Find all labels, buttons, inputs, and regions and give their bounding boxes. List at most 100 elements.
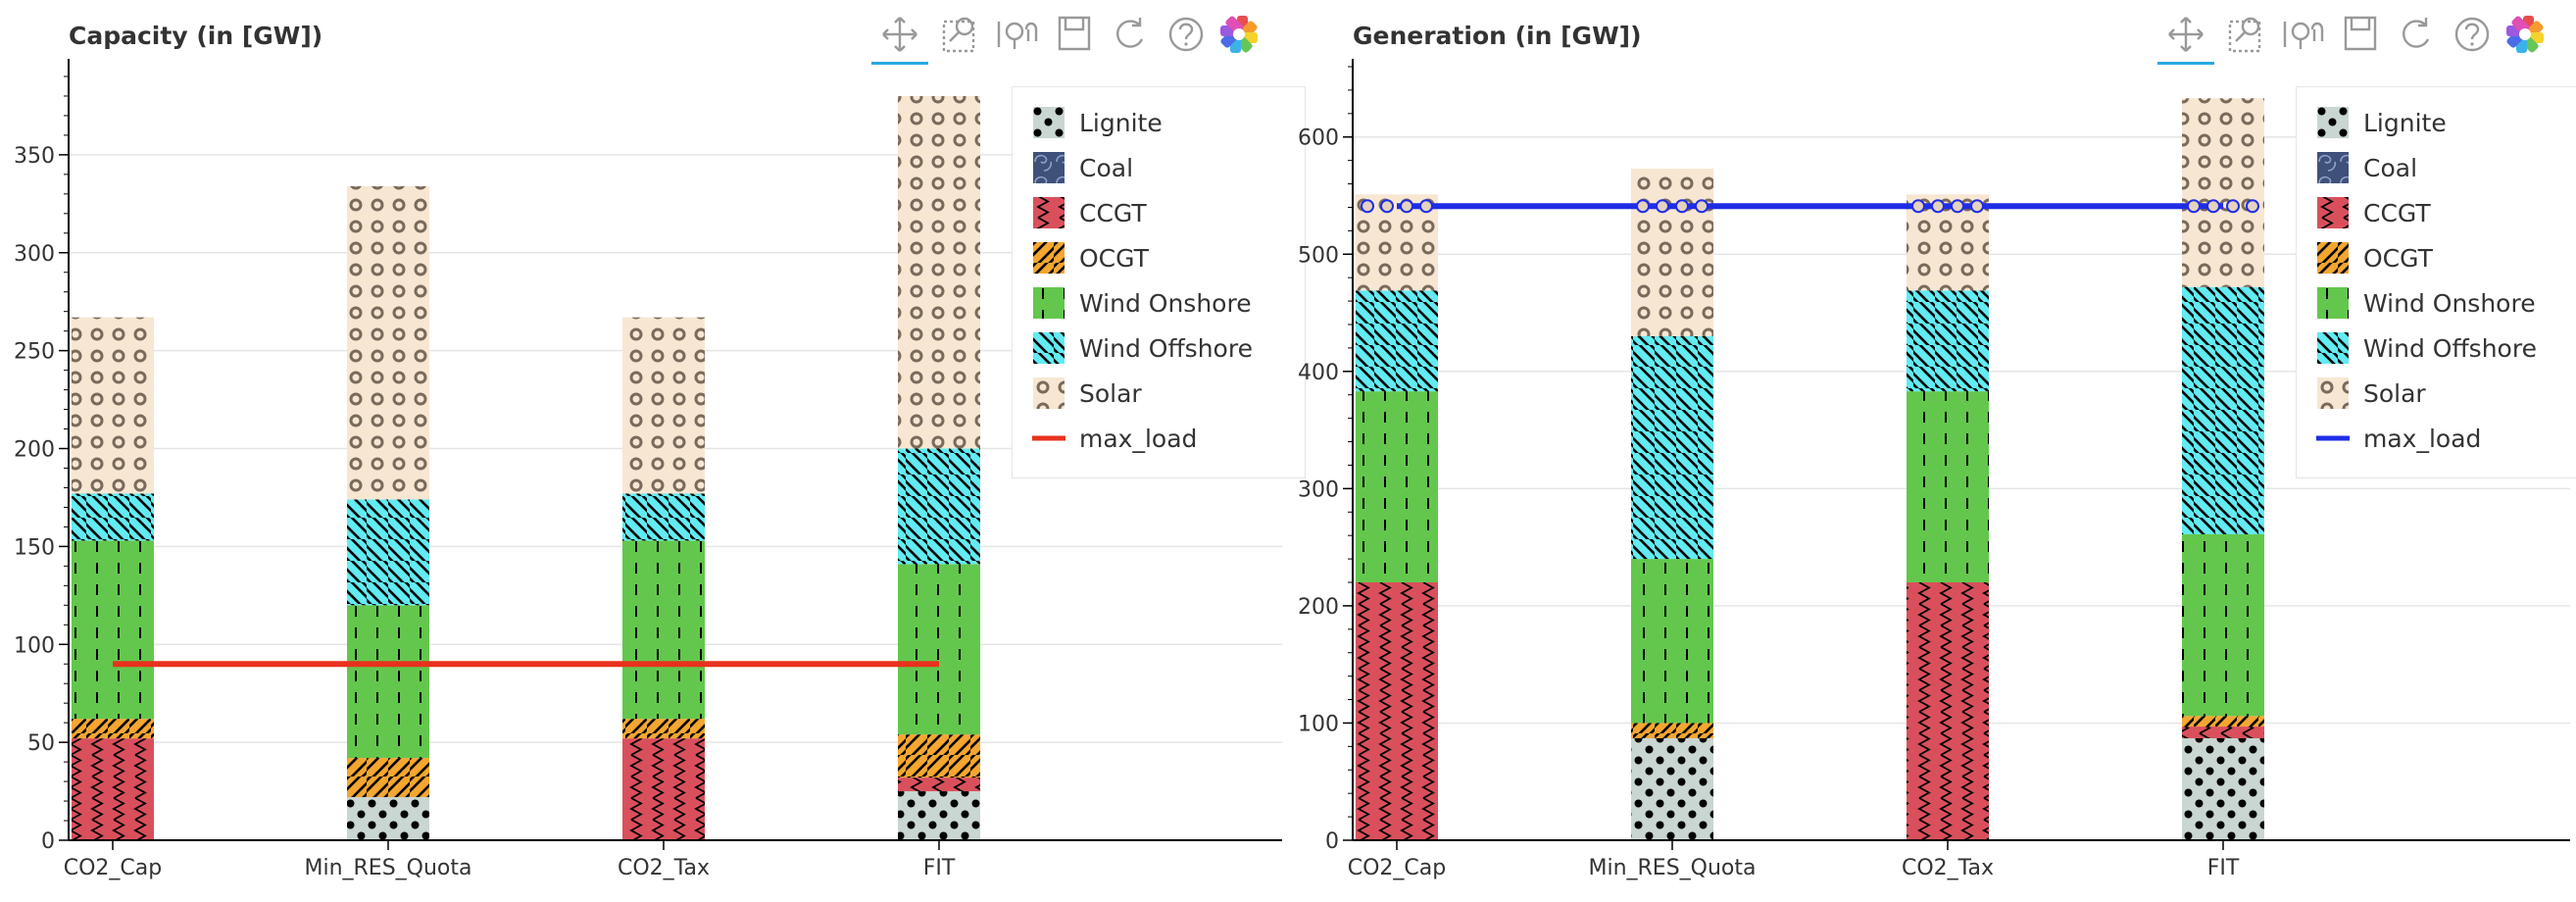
legend-label: CCGT: [2363, 198, 2431, 227]
line-marker: [1970, 199, 1984, 214]
box-zoom-tool-button[interactable]: [938, 12, 983, 57]
generation-panel: 0 100 200 300 400 500 600 CO2_Cap Min_RES_Quota C…: [1288, 0, 2576, 902]
bar-wind-onshore-min-res-quota: [1631, 559, 1713, 724]
pan-icon: [2168, 17, 2204, 52]
legend-swatch: [1033, 197, 1065, 228]
legend-item-ccgt[interactable]: CCGT: [2316, 193, 2431, 232]
legend-item-max-load[interactable]: max_load: [2316, 419, 2481, 458]
bokeh-logo-tool-button[interactable]: [2502, 12, 2548, 57]
chart-legend: Lignite Coal CCGT OCGT Wind Onshore Wind Offs…: [1012, 86, 1306, 478]
legend-swatch: [1032, 435, 1065, 441]
bokeh-logo-tool-button[interactable]: [1216, 12, 1262, 57]
legend-label: max_load: [1079, 424, 1198, 453]
bokeh-logo-icon: [1220, 16, 1258, 53]
pan-tool-button[interactable]: [871, 12, 928, 65]
chart-title: Generation (in [GW]): [1353, 22, 1642, 50]
box-zoom-icon: [2228, 17, 2261, 53]
wheel-zoom-tool-button[interactable]: [2281, 12, 2326, 57]
bar-wind-offshore-co2-cap: [72, 493, 154, 541]
y-tick-label: 50: [27, 731, 55, 756]
bar-ocgt-min-res-quota: [1631, 723, 1713, 738]
wheel-zoom-icon: [997, 22, 1038, 49]
save-icon: [1058, 16, 1091, 51]
bar-lignite-fit: [2182, 737, 2264, 840]
y-tick-label: 350: [14, 144, 55, 169]
legend-label: Solar: [2363, 378, 2426, 408]
legend-label: Coal: [1079, 153, 1134, 182]
reset-icon: [2403, 18, 2430, 48]
capacity-panel: 0 50 100 150 200 250 300 350 CO2_Cap Min_RES_Quot…: [14, 12, 1306, 880]
line-marker: [1951, 199, 1964, 214]
bar-ccgt-fit: [2182, 727, 2264, 738]
chart-toolbar: [871, 12, 1289, 65]
legend-swatch: [2317, 242, 2349, 274]
help-tool-button[interactable]: [2450, 12, 2495, 57]
reset-tool-button[interactable]: [1107, 12, 1152, 57]
help-tool-button[interactable]: [1164, 12, 1209, 57]
line-marker: [1636, 199, 1650, 214]
legend-item-max-load[interactable]: max_load: [1032, 419, 1197, 458]
legend-item-solar[interactable]: Solar: [1032, 374, 1142, 413]
legend-item-lignite[interactable]: Lignite: [2316, 103, 2447, 142]
legend-label: Lignite: [1079, 108, 1163, 137]
wheel-zoom-icon: [2283, 22, 2324, 49]
legend-swatch: [2317, 197, 2349, 228]
bar-ocgt-fit: [2182, 716, 2264, 727]
legend-swatch: [2317, 107, 2349, 138]
x-tick-label: Min_RES_Quota: [1588, 856, 1756, 880]
pan-tool-button[interactable]: [2157, 12, 2214, 65]
line-marker: [1931, 199, 1945, 214]
bar-wind-offshore-co2-tax: [1907, 290, 1989, 392]
chart-title: Capacity (in [GW]): [69, 22, 323, 50]
legend-swatch: [2317, 287, 2349, 319]
save-tool-button[interactable]: [2338, 12, 2383, 57]
line-marker: [1400, 199, 1413, 214]
y-tick-label: 400: [1298, 361, 1339, 385]
bar-lignite-fit: [898, 791, 980, 840]
bar-lignite-min-res-quota: [347, 797, 429, 840]
x-tick-label: FIT: [2207, 856, 2240, 880]
legend-swatch: [1033, 377, 1065, 409]
legend-item-ocgt[interactable]: OCGT: [1032, 238, 1149, 277]
legend-label: Wind Onshore: [2363, 288, 2536, 318]
bar-wind-onshore-co2-cap: [72, 540, 154, 720]
y-tick-label: 0: [41, 829, 55, 854]
bar-wind-offshore-co2-cap: [1356, 290, 1438, 392]
legend-item-wind-onshore[interactable]: Wind Onshore: [2316, 283, 2536, 323]
box-zoom-tool-button[interactable]: [2224, 12, 2269, 57]
chart-legend: Lignite Coal CCGT OCGT Wind Onshore Wind Offs…: [2296, 86, 2576, 478]
legend-item-solar[interactable]: Solar: [2316, 374, 2426, 413]
legend-swatch: [1033, 107, 1065, 138]
x-tick-label: Min_RES_Quota: [304, 856, 471, 880]
line-marker: [2226, 199, 2240, 214]
legend-item-ocgt[interactable]: OCGT: [2316, 238, 2433, 277]
line-marker: [2187, 199, 2201, 214]
legend-label: CCGT: [1079, 198, 1147, 227]
bar-wind-offshore-fit: [2182, 286, 2264, 534]
bar-wind-onshore-fit: [2182, 533, 2264, 717]
legend-swatch: [1033, 152, 1065, 183]
legend-swatch: [2317, 332, 2349, 364]
legend-swatch: [2316, 435, 2350, 441]
legend-item-wind-offshore[interactable]: Wind Offshore: [2316, 328, 2537, 368]
y-tick-label: 100: [1298, 712, 1339, 736]
bar-wind-onshore-min-res-quota: [347, 605, 429, 759]
reset-tool-button[interactable]: [2393, 12, 2438, 57]
save-tool-button[interactable]: [1052, 12, 1097, 57]
legend-item-wind-onshore[interactable]: Wind Onshore: [1032, 283, 1252, 323]
bar-solar-min-res-quota: [1631, 169, 1713, 336]
wheel-zoom-tool-button[interactable]: [995, 12, 1040, 57]
x-tick-label: FIT: [923, 856, 956, 880]
generation-chart: 0 100 200 300 400 500 600 CO2_Cap Min_RES_Quota C…: [1298, 59, 2570, 880]
legend-item-wind-offshore[interactable]: Wind Offshore: [1032, 328, 1253, 368]
bar-solar-co2-cap: [72, 317, 154, 494]
bar-wind-onshore-co2-tax: [1907, 391, 1989, 582]
legend-item-ccgt[interactable]: CCGT: [1032, 193, 1147, 232]
legend-item-coal[interactable]: Coal: [1032, 148, 1133, 187]
legend-item-lignite[interactable]: Lignite: [1032, 103, 1163, 142]
line-marker: [1911, 199, 1925, 214]
legend-item-coal[interactable]: Coal: [2316, 148, 2417, 187]
legend-swatch: [1033, 287, 1065, 319]
y-tick-label: 600: [1298, 126, 1339, 151]
legend-swatch: [1033, 242, 1065, 274]
